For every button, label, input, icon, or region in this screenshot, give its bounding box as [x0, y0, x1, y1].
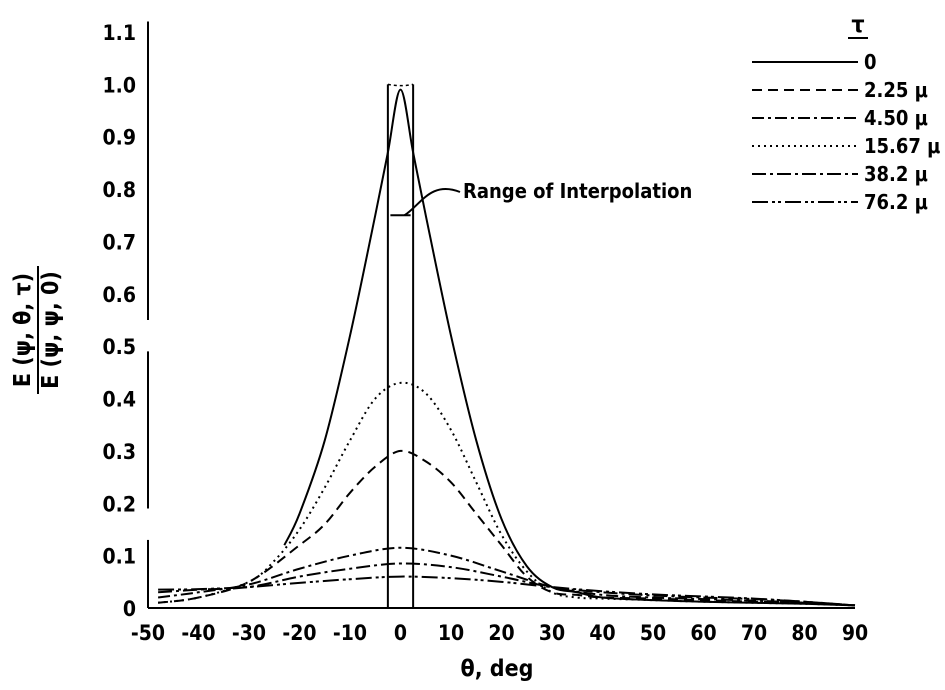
x-tick-label: 50 [640, 621, 666, 645]
series-line-0 [283, 88, 856, 607]
y-tick-label: 1.1 [103, 21, 136, 45]
x-axis-label: θ, deg [461, 656, 534, 682]
x-tick-label: -50 [131, 621, 165, 645]
y-tick-labels: 0 0.1 0.2 0.3 0.4 0.5 0.6 0.7 0.8 0.9 1.0 1.1 [103, 21, 136, 621]
y-tick-label: 0 [123, 597, 136, 621]
legend-title: τ [851, 12, 864, 38]
series-line-76-2 [158, 575, 856, 607]
legend-label: 76.2 μ [864, 190, 928, 214]
x-tick-label: 30 [539, 621, 565, 645]
x-tick-label: 90 [842, 621, 868, 645]
x-tick-label: -10 [333, 621, 367, 645]
y-tick-label: 0.7 [103, 230, 136, 254]
y-tick-label: 0.2 [103, 492, 136, 516]
x-tick-label: 60 [690, 621, 716, 645]
series-line-2-25 [157, 449, 856, 607]
y-tick-label: 0.4 [103, 388, 136, 412]
legend-label: 15.67 μ [864, 134, 940, 158]
x-tick-label: -20 [282, 621, 316, 645]
x-tick-label: 20 [488, 621, 514, 645]
annotation-leader-line [403, 188, 461, 217]
legend-label: 2.25 μ [864, 78, 928, 102]
series-line-4-50 [157, 546, 856, 607]
axes [147, 21, 855, 609]
x-tick-label: 0 [394, 621, 407, 645]
series-line-38-2 [158, 562, 856, 607]
y-tick-label: 0.5 [103, 335, 136, 359]
y-tick-label: 0.6 [103, 283, 136, 307]
legend-label: 4.50 μ [864, 106, 928, 130]
y-tick-label: 0.1 [103, 545, 136, 569]
x-tick-label: 10 [438, 621, 464, 645]
y-axis-label-numerator: E (ψ, θ, τ) [10, 273, 36, 387]
y-axis-label: E (ψ, θ, τ) E (ψ, ψ, 0) [10, 266, 64, 394]
series-curves [157, 88, 856, 607]
legend-label: 0 [864, 50, 877, 74]
x-tick-label: 70 [741, 621, 767, 645]
y-axis-label-denominator: E (ψ, ψ, 0) [38, 271, 64, 389]
x-tick-label: -30 [232, 621, 266, 645]
annotation-range-of-interpolation: Range of Interpolation [463, 179, 692, 203]
legend-label: 38.2 μ [864, 162, 928, 186]
interpolation-top-arc [387, 83, 414, 87]
x-tick-label: -40 [181, 621, 215, 645]
x-tick-label: 40 [589, 621, 615, 645]
interpolation-range [386, 83, 415, 608]
series-line-15-67 [157, 381, 856, 607]
legend: 0 2.25 μ 4.50 μ 15.67 μ 38.2 μ 76.2 μ [752, 50, 940, 214]
y-tick-label: 0.3 [103, 440, 136, 464]
y-tick-label: 0.9 [103, 126, 136, 150]
x-tick-label: 80 [791, 621, 817, 645]
x-tick-labels: -50 -40 -30 -20 -10 0 10 20 30 40 50 60 70 80 90 [131, 621, 868, 645]
y-tick-label: 0.8 [103, 178, 136, 202]
y-tick-label: 1.0 [103, 73, 136, 97]
